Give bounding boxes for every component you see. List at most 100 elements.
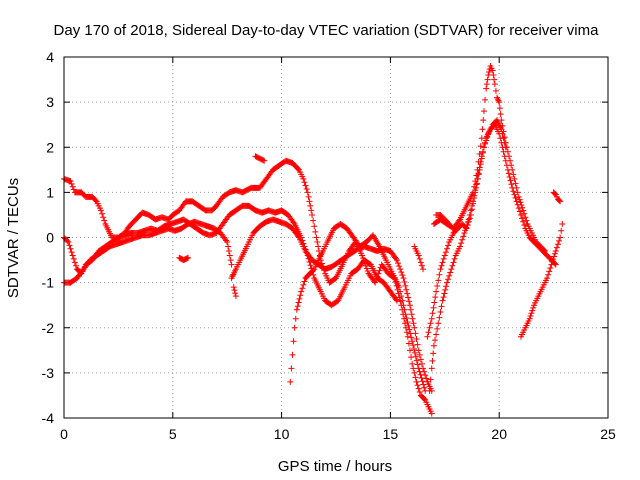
y-tick-label: 2 <box>46 139 54 155</box>
y-tick-label: -1 <box>42 275 55 291</box>
data-point <box>399 272 406 279</box>
data-point <box>556 237 563 244</box>
data-point <box>552 248 559 255</box>
series-track-c <box>61 218 239 300</box>
data-point <box>372 279 379 286</box>
data-point <box>392 296 399 303</box>
data-point <box>434 283 441 290</box>
data-point <box>484 76 491 83</box>
data-point <box>295 165 302 172</box>
data-point <box>420 381 427 388</box>
data-point <box>426 324 433 331</box>
data-point <box>227 257 234 264</box>
data-point <box>460 233 467 240</box>
data-point <box>501 139 508 146</box>
data-point <box>480 108 487 115</box>
data-point <box>314 239 321 246</box>
x-tick-label: 0 <box>60 426 68 442</box>
data-point <box>418 360 425 367</box>
data-point <box>477 161 484 168</box>
data-point <box>505 170 512 177</box>
series-track-i <box>433 211 453 227</box>
data-point <box>64 237 71 244</box>
data-point <box>439 259 446 266</box>
data-point <box>517 199 524 206</box>
data-point <box>308 207 315 214</box>
data-point <box>300 175 307 182</box>
data-point <box>483 137 490 144</box>
data-point <box>310 267 317 274</box>
y-axis-label: SDTVAR / TECUs <box>5 178 22 298</box>
data-point <box>400 275 407 282</box>
data-point <box>486 69 493 76</box>
data-point <box>416 255 423 262</box>
data-point <box>521 222 528 229</box>
data-point <box>551 250 558 257</box>
data-point <box>520 207 527 214</box>
data-point <box>519 215 526 222</box>
data-point <box>463 225 470 232</box>
data-point <box>410 342 417 349</box>
data-point <box>545 271 552 278</box>
data-point <box>312 228 319 235</box>
data-point <box>299 285 306 292</box>
data-point <box>451 255 458 262</box>
series-track-j <box>411 243 427 273</box>
data-point <box>428 410 435 417</box>
data-point <box>416 351 423 358</box>
y-tick-label: 1 <box>46 184 54 200</box>
data-point <box>530 304 537 311</box>
data-point <box>518 202 525 209</box>
data-point <box>550 256 557 263</box>
data-point <box>472 189 479 196</box>
data-point <box>433 288 440 295</box>
data-point <box>446 220 453 227</box>
data-point <box>393 297 400 304</box>
data-point <box>485 72 492 79</box>
data-point <box>403 286 410 293</box>
data-point <box>558 227 565 234</box>
data-point <box>395 260 402 267</box>
data-point <box>425 329 432 336</box>
data-point <box>287 378 294 385</box>
data-point <box>478 155 485 162</box>
data-point <box>436 271 443 278</box>
data-point <box>419 378 426 385</box>
data-point <box>478 135 485 142</box>
data-point <box>467 211 474 218</box>
data-point <box>392 255 399 262</box>
data-point <box>288 365 295 372</box>
data-point <box>510 188 517 195</box>
data-point <box>302 182 309 189</box>
data-point <box>512 195 519 202</box>
data-point <box>508 162 515 169</box>
data-point <box>480 144 487 151</box>
data-point <box>514 189 521 196</box>
series-track-e <box>287 220 429 394</box>
data-point <box>445 276 452 283</box>
data-point <box>307 202 314 209</box>
data-point <box>544 275 551 282</box>
data-point <box>520 218 527 225</box>
data-point <box>72 262 79 269</box>
data-point <box>412 353 419 360</box>
data-point <box>408 334 415 341</box>
data-point <box>362 262 369 269</box>
data-point <box>441 252 448 259</box>
data-point <box>521 210 528 217</box>
data-point <box>456 217 463 224</box>
data-point <box>301 278 308 285</box>
data-point <box>551 253 558 260</box>
data-point <box>295 233 302 240</box>
data-point <box>393 257 400 264</box>
data-point <box>433 331 440 338</box>
data-point <box>426 387 433 394</box>
data-point <box>310 217 317 224</box>
data-point <box>403 315 410 322</box>
data-point <box>495 97 502 104</box>
data-point <box>437 266 444 273</box>
y-tick-label: 4 <box>46 49 54 65</box>
data-point <box>405 322 412 329</box>
data-point <box>309 211 316 218</box>
